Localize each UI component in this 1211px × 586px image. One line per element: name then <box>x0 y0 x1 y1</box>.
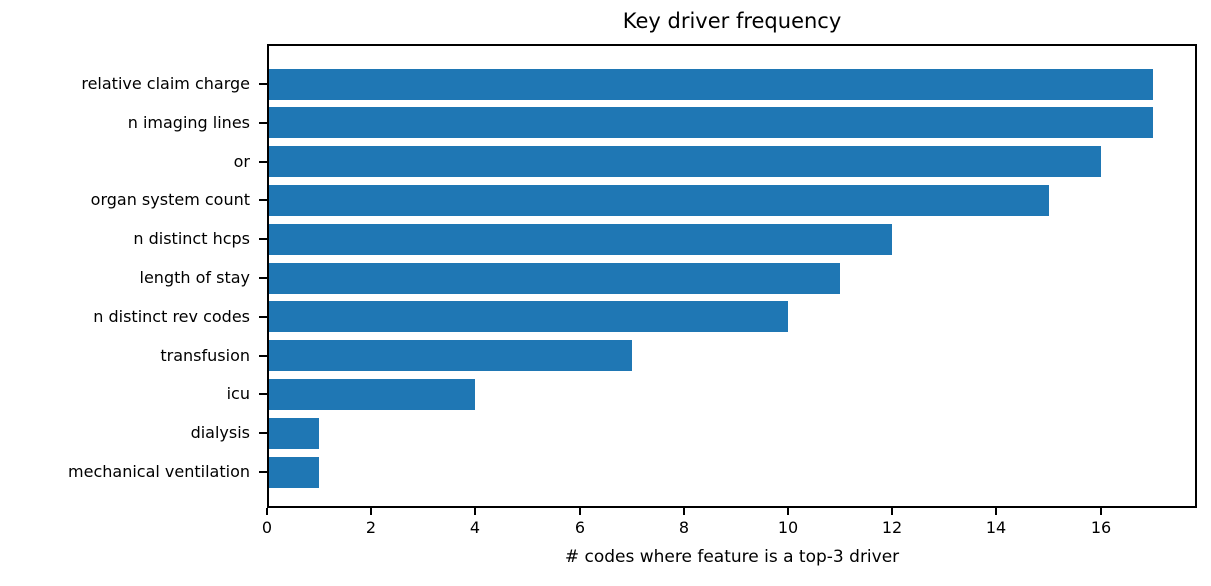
bar <box>269 379 475 410</box>
x-tick-mark <box>891 508 893 515</box>
x-tick-label: 0 <box>261 518 273 537</box>
x-tick-mark <box>579 508 581 515</box>
x-tick-mark <box>683 508 685 515</box>
y-tick-mark <box>259 432 267 434</box>
y-tick-label: icu <box>226 384 250 403</box>
chart-title: Key driver frequency <box>622 9 842 33</box>
x-tick-mark <box>995 508 997 515</box>
y-tick-mark <box>259 238 267 240</box>
y-tick-mark <box>259 161 267 163</box>
y-tick-label: mechanical ventilation <box>68 462 250 481</box>
bar <box>269 107 1153 138</box>
y-tick-label: relative claim charge <box>81 74 250 93</box>
bar <box>269 263 840 294</box>
x-tick-label: 10 <box>777 518 799 537</box>
y-tick-label: organ system count <box>90 190 250 209</box>
x-tick-mark <box>474 508 476 515</box>
x-tick-label: 12 <box>881 518 903 537</box>
plot-area <box>267 44 1197 508</box>
y-tick-mark <box>259 316 267 318</box>
x-tick-label: 4 <box>469 518 481 537</box>
y-tick-mark <box>259 355 267 357</box>
bar <box>269 224 892 255</box>
bar <box>269 418 319 449</box>
y-tick-label: n distinct hcps <box>133 229 250 248</box>
x-tick-label: 8 <box>678 518 690 537</box>
y-tick-label: or <box>233 152 250 171</box>
y-tick-mark <box>259 199 267 201</box>
y-tick-mark <box>259 393 267 395</box>
bar <box>269 301 788 332</box>
y-tick-mark <box>259 277 267 279</box>
y-tick-label: n imaging lines <box>127 113 250 132</box>
y-tick-label: length of stay <box>139 268 250 287</box>
x-tick-label: 6 <box>574 518 586 537</box>
x-tick-mark <box>787 508 789 515</box>
y-tick-mark <box>259 471 267 473</box>
bar <box>269 457 319 488</box>
x-axis-label: # codes where feature is a top-3 driver <box>564 547 900 567</box>
bar <box>269 69 1153 100</box>
bar <box>269 185 1049 216</box>
y-tick-label: dialysis <box>190 423 250 442</box>
y-tick-mark <box>259 83 267 85</box>
x-tick-label: 16 <box>1090 518 1112 537</box>
bar <box>269 146 1101 177</box>
x-tick-label: 14 <box>985 518 1007 537</box>
y-tick-label: n distinct rev codes <box>93 307 250 326</box>
bar <box>269 340 632 371</box>
x-tick-label: 2 <box>365 518 377 537</box>
x-tick-mark <box>1100 508 1102 515</box>
x-tick-mark <box>370 508 372 515</box>
y-tick-mark <box>259 122 267 124</box>
x-tick-mark <box>266 508 268 515</box>
y-tick-label: transfusion <box>160 346 250 365</box>
